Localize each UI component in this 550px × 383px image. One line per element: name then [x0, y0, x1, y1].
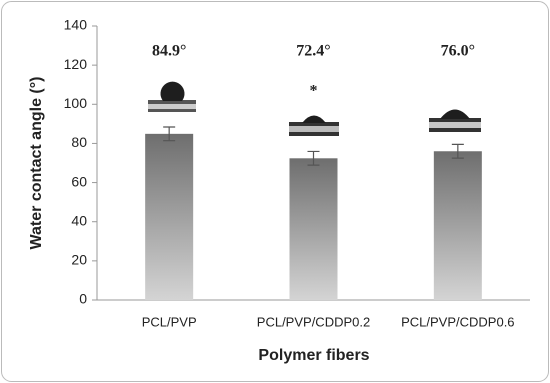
- bar: [289, 158, 338, 300]
- x-tick-label: PCL/PVP/CDDP0.2: [257, 314, 370, 329]
- error-bar: [163, 126, 176, 142]
- annotation: *: [310, 83, 318, 100]
- y-tick-label: 60: [71, 173, 87, 189]
- y-axis-title: Water contact angle (°): [28, 77, 45, 250]
- droplet-image: [148, 81, 196, 112]
- y-tick-label: 100: [64, 95, 88, 111]
- y-tick-label: 0: [79, 291, 87, 307]
- y-tick-label: 120: [64, 56, 88, 72]
- error-bar: [307, 150, 320, 166]
- x-axis-title: Polymer fibers: [258, 347, 369, 364]
- droplet-image: [429, 109, 481, 132]
- y-tick-label: 140: [64, 17, 88, 33]
- error-bar: [451, 143, 464, 159]
- bar: [145, 133, 194, 300]
- value-label: 76.0°: [441, 43, 475, 60]
- y-tick-label: 20: [71, 252, 87, 268]
- y-tick-label: 80: [71, 134, 87, 150]
- droplet-image: [289, 115, 339, 136]
- y-tick-label: 40: [71, 212, 87, 228]
- value-label: 84.9°: [152, 43, 186, 60]
- bar: [433, 151, 482, 300]
- value-label: 72.4°: [296, 43, 330, 60]
- x-tick-label: PCL/PVP/CDDP0.6: [401, 314, 514, 329]
- x-tick-label: PCL/PVP: [142, 314, 197, 329]
